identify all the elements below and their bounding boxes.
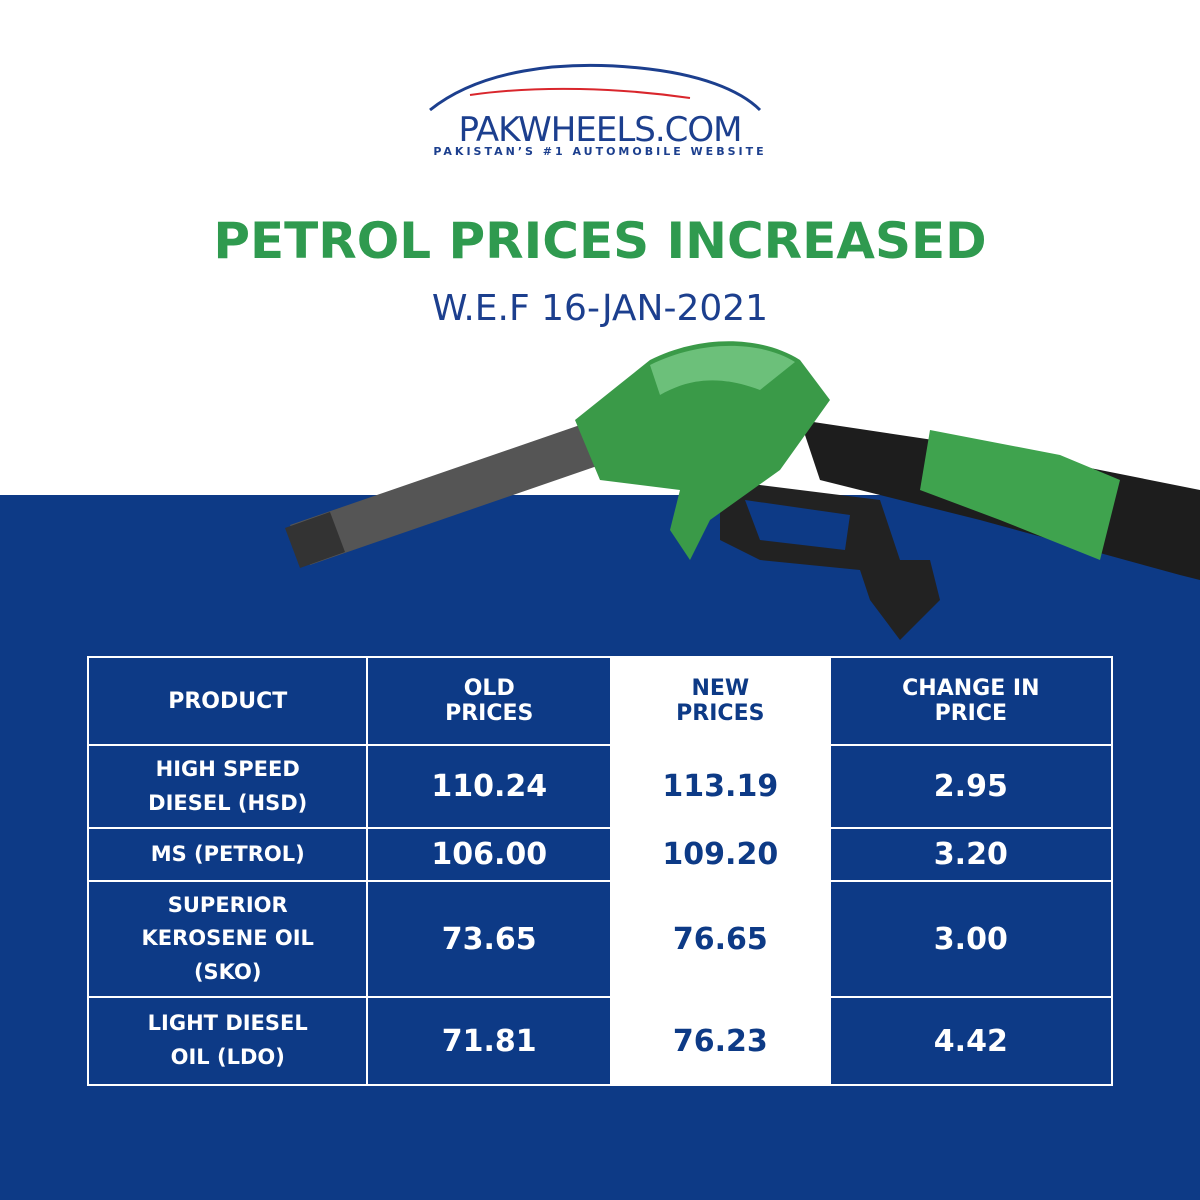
price-value: 110.24 [431, 769, 548, 804]
price-cell: 76.23 [610, 996, 831, 1086]
price-cell: 71.81 [366, 996, 612, 1086]
spout [290, 425, 600, 565]
price-value: 76.65 [672, 921, 768, 957]
product-name: HIGH SPEED DIESEL (HSD) [148, 756, 308, 815]
header-row: PRODUCT OLD PRICES NEW PRICES CHANGE IN PRI… [86, 656, 1114, 746]
column-header: NEW PRICES [610, 656, 831, 746]
subtitle: W.E.F 16-JAN-2021 [431, 288, 769, 329]
spout-tip [285, 512, 345, 568]
price-value: 3.00 [933, 921, 1008, 957]
table-row: LIGHT DIESEL OIL (LDO) 71.81 76.23 4.42 [86, 996, 1114, 1086]
column-header: PRODUCT [86, 656, 369, 746]
price-value: 3.20 [933, 837, 1008, 872]
logo-tagline: PAKISTAN’S #1 AUTOMOBILE WEBSITE [433, 145, 767, 158]
column-header: OLD PRICES [366, 656, 612, 746]
price-value: 109.20 [662, 837, 779, 872]
price-value: 73.65 [441, 921, 537, 957]
trigger-hole [745, 500, 850, 550]
price-value: 113.19 [662, 769, 779, 804]
price-value: 2.95 [933, 769, 1008, 804]
table-body: HIGH SPEED DIESEL (HSD) 110.24 113.19 2.95 M… [86, 744, 1114, 1086]
nozzle-highlight [650, 345, 795, 395]
product-cell: SUPERIOR KEROSENE OIL (SKO) [86, 880, 369, 998]
table-row: SUPERIOR KEROSENE OIL (SKO) 73.65 76.65 3.0… [86, 880, 1114, 998]
logo-name: PAKWHEELS.COM [458, 110, 743, 150]
price-value: 106.00 [431, 837, 548, 872]
price-value: 4.42 [933, 1023, 1008, 1059]
product-name: MS (PETROL) [150, 841, 305, 866]
price-cell: 73.65 [366, 880, 612, 998]
price-cell: 4.42 [828, 996, 1114, 1086]
price-value: 76.23 [672, 1023, 768, 1059]
price-table: PRODUCT OLD PRICES NEW PRICES CHANGE IN PRI… [86, 656, 1114, 1086]
table-row: MS (PETROL) 106.00 109.20 3.20 [86, 827, 1114, 882]
price-cell: 3.00 [828, 880, 1114, 998]
table-row: HIGH SPEED DIESEL (HSD) 110.24 113.19 2.95 [86, 744, 1114, 829]
price-cell: 2.95 [828, 744, 1114, 829]
logo-swoosh [429, 63, 762, 112]
product-name: SUPERIOR KEROSENE OIL (SKO) [141, 892, 314, 984]
price-cell: 113.19 [610, 744, 831, 829]
product-name: LIGHT DIESEL OIL (LDO) [147, 1011, 308, 1069]
price-value: 71.81 [441, 1023, 537, 1059]
column-header-text: CHANGE IN PRICE [902, 676, 1040, 726]
logo-swoosh-red [469, 87, 691, 99]
column-header-text: NEW PRICES [676, 676, 765, 726]
price-cell: 76.65 [610, 880, 831, 998]
nozzle-body [575, 341, 830, 560]
price-cell: 106.00 [366, 827, 612, 882]
price-cell: 110.24 [366, 744, 612, 829]
hose-collar [920, 430, 1120, 560]
title: PETROL PRICES INCREASED [213, 212, 987, 270]
price-cell: 109.20 [610, 827, 831, 882]
product-cell: MS (PETROL) [86, 827, 369, 882]
column-header: CHANGE IN PRICE [828, 656, 1114, 746]
price-cell: 3.20 [828, 827, 1114, 882]
artwork [285, 63, 1200, 640]
column-header-text: PRODUCT [168, 688, 288, 714]
product-cell: LIGHT DIESEL OIL (LDO) [86, 996, 369, 1086]
product-cell: HIGH SPEED DIESEL (HSD) [86, 744, 369, 829]
column-header-text: OLD PRICES [445, 676, 534, 726]
